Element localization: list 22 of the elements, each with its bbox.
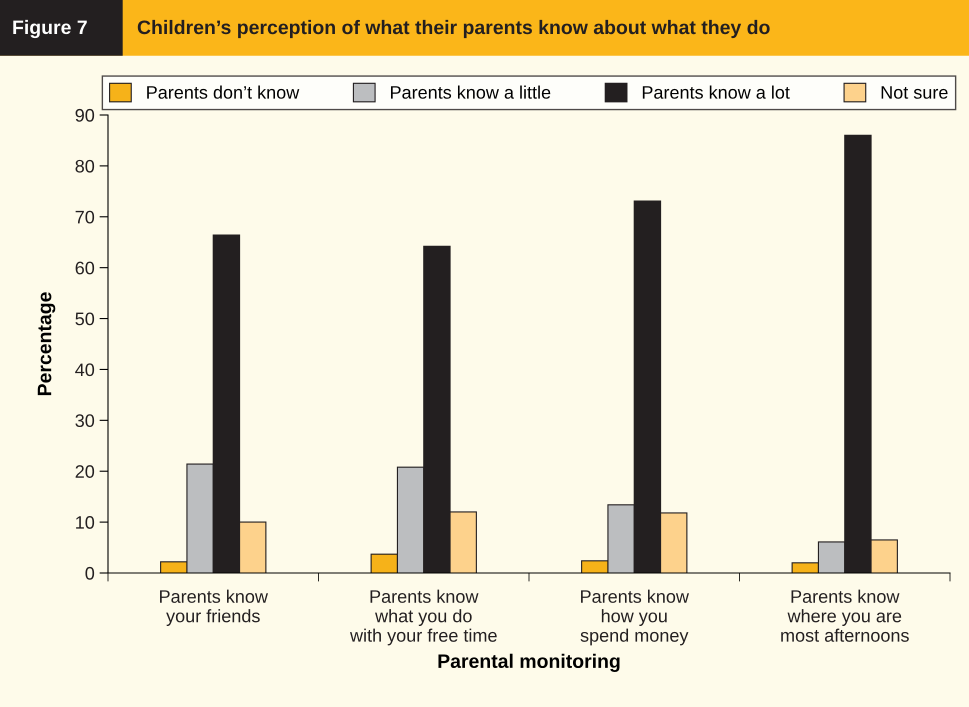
legend-label: Parents know a little xyxy=(391,86,550,99)
x-tick-label: Parents know your friends xyxy=(160,590,268,626)
y-tick-label: 70 xyxy=(76,210,94,224)
y-tick-label: 80 xyxy=(76,160,94,173)
y-tick-label: 40 xyxy=(75,363,94,376)
legend-label: Not sure xyxy=(882,86,948,99)
y-tick-label: 90 xyxy=(76,108,94,122)
x-tick-label: Parents know how you spend money xyxy=(580,590,689,646)
x-axis-title: Parental monitoring xyxy=(438,654,620,672)
y-axis-title: Percentage xyxy=(38,292,56,396)
y-tick-label: 10 xyxy=(76,516,94,529)
chart-title: Children’s perception of what their parents know about what they do xyxy=(138,20,770,38)
legend-label: Parents know a lot xyxy=(642,86,790,99)
y-tick-label: 20 xyxy=(76,465,94,478)
y-tick-label: 50 xyxy=(75,312,94,326)
x-tick-label: Parents know what you do with your free time xyxy=(350,590,497,646)
y-tick-label: 0 xyxy=(85,566,94,580)
y-tick-label: 30 xyxy=(75,414,94,428)
caption: Figure 7 xyxy=(13,20,87,38)
x-tick-label: Parents know where you are most afternoons xyxy=(781,590,909,642)
y-tick-label: 60 xyxy=(76,262,94,274)
legend-label: Parents don’t know xyxy=(147,86,300,99)
